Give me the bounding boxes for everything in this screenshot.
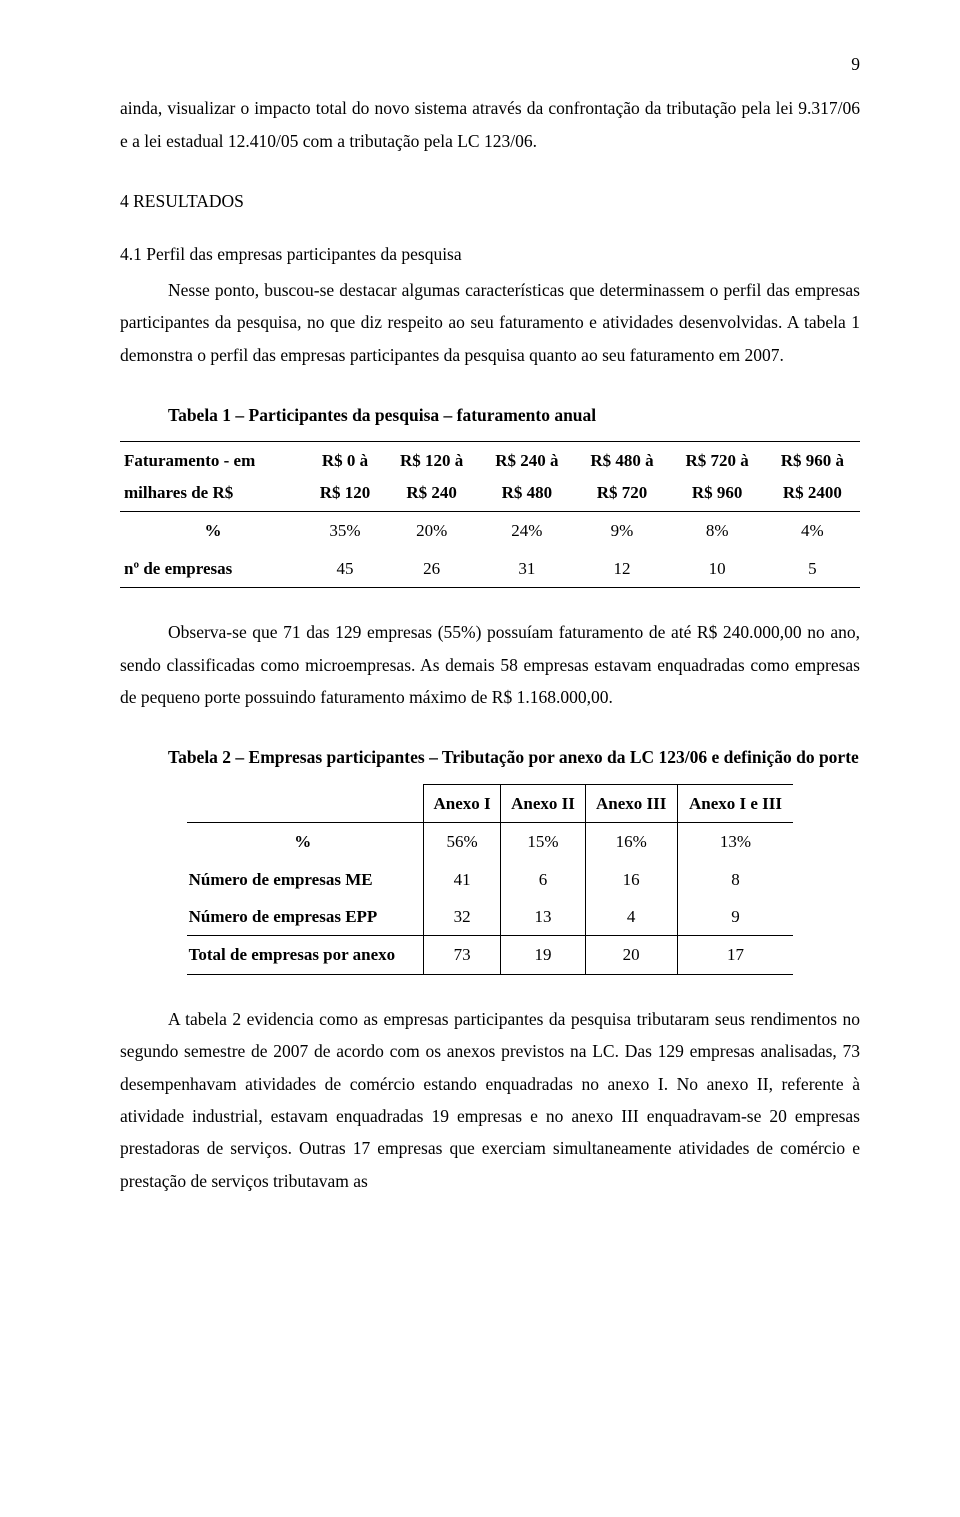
paragraph-3: Observa-se que 71 das 129 empresas (55%)…	[120, 616, 860, 713]
paragraph-1: ainda, visualizar o impacto total do nov…	[120, 92, 860, 157]
t1-head-col5: R$ 720 àR$ 960	[670, 442, 765, 512]
t2-head-col4: Anexo I e III	[677, 784, 793, 822]
t2-head-blank	[187, 784, 424, 822]
subsection-heading: 4.1 Perfil das empresas participantes da…	[120, 238, 860, 270]
t2-head-col2: Anexo II	[501, 784, 586, 822]
t1-head-col6: R$ 960 àR$ 2400	[765, 442, 860, 512]
t2-head-col1: Anexo I	[423, 784, 500, 822]
t2-head-col3: Anexo III	[585, 784, 677, 822]
t1-head-col1: R$ 0 àR$ 120	[306, 442, 384, 512]
table-row: % 35% 20% 24% 9% 8% 4%	[120, 512, 860, 550]
section-heading: 4 RESULTADOS	[120, 185, 860, 217]
t1-head-col2: R$ 120 àR$ 240	[384, 442, 479, 512]
paragraph-2: Nesse ponto, buscou-se destacar algumas …	[120, 274, 860, 371]
t1-head-col3: R$ 240 àR$ 480	[479, 442, 574, 512]
table-row: Número de empresas EPP 32 13 4 9	[187, 898, 794, 936]
page-number: 9	[120, 48, 860, 80]
table2-caption: Tabela 2 – Empresas participantes – Trib…	[120, 741, 860, 773]
table-row: % 56% 15% 16% 13%	[187, 823, 794, 861]
table2: Anexo I Anexo II Anexo III Anexo I e III…	[187, 784, 794, 975]
paragraph-4: A tabela 2 evidencia como as empresas pa…	[120, 1003, 860, 1197]
table-row: Número de empresas ME 41 6 16 8	[187, 861, 794, 898]
table1: Faturamento - emmilhares de R$ R$ 0 àR$ …	[120, 441, 860, 588]
t1-head-col0: Faturamento - emmilhares de R$	[120, 442, 306, 512]
table-row-total: Total de empresas por anexo 73 19 20 17	[187, 936, 794, 974]
table1-caption: Tabela 1 – Participantes da pesquisa – f…	[120, 399, 860, 431]
table-row: nº de empresas 45 26 31 12 10 5	[120, 550, 860, 588]
t1-head-col4: R$ 480 àR$ 720	[574, 442, 669, 512]
